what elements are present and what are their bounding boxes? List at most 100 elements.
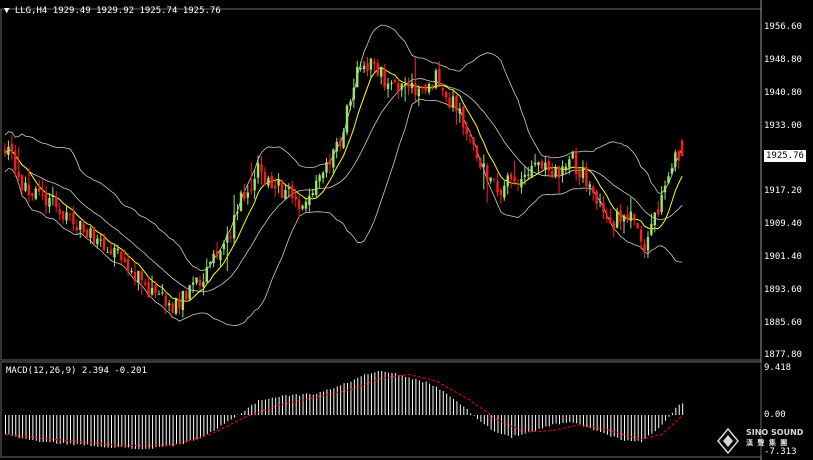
candle-body [246, 192, 250, 198]
candle [3, 143, 7, 157]
candle-body [629, 211, 633, 221]
candle-body [65, 212, 68, 221]
candle [441, 83, 444, 97]
candle [619, 204, 622, 231]
candle-body [68, 214, 72, 216]
candle [503, 181, 506, 201]
candle [308, 188, 311, 212]
candle-body [400, 83, 403, 90]
candle-body [359, 67, 362, 69]
collapse-arrow-icon[interactable]: ▼ [4, 6, 10, 16]
candle-body [441, 88, 444, 91]
candle-body [174, 297, 178, 314]
candle-body [465, 126, 468, 135]
candle [85, 227, 89, 239]
candle [622, 214, 626, 234]
candle-body [41, 194, 44, 196]
candle-body [380, 67, 383, 77]
candle-body [284, 189, 287, 200]
candle [113, 243, 116, 267]
candle [140, 268, 143, 295]
candle [513, 160, 516, 186]
macd-tick: -7.313 [764, 447, 797, 457]
candle-body [496, 181, 499, 193]
candle-body [503, 185, 506, 198]
candle [595, 189, 598, 210]
candle-body [75, 226, 79, 231]
candle-body [82, 223, 85, 233]
candle-body [120, 251, 123, 260]
candle-body [14, 150, 17, 171]
candle [506, 172, 509, 195]
candle-body [92, 226, 96, 244]
candle-body [171, 303, 174, 313]
candle-body [492, 178, 496, 180]
candle-body [619, 210, 622, 222]
candle-body [321, 172, 325, 179]
candle [174, 297, 178, 316]
candle-body [38, 188, 41, 192]
candle-body [639, 229, 643, 242]
candle [424, 83, 427, 95]
candle [106, 247, 109, 253]
candle [492, 178, 496, 183]
candle [287, 183, 291, 198]
candle-body [51, 195, 55, 198]
candle-body [222, 243, 226, 250]
candle [527, 166, 530, 179]
candle-body [578, 171, 581, 178]
price-tick: 1917.20 [764, 186, 802, 196]
candle [185, 289, 188, 302]
candle-body [335, 142, 338, 152]
candle-body [236, 211, 239, 213]
candle-body [215, 251, 219, 258]
candle [564, 163, 568, 175]
candle-body [527, 174, 530, 176]
candle [551, 162, 554, 179]
candle [243, 183, 246, 202]
candle [253, 169, 256, 200]
candle-body [455, 95, 458, 112]
candle-body [229, 236, 232, 238]
candle [544, 155, 547, 177]
candle-body [605, 215, 609, 220]
candle [315, 174, 318, 197]
candle [400, 83, 403, 97]
candle-body [612, 222, 615, 229]
candle-body [513, 176, 516, 182]
candle [574, 147, 578, 181]
candle-body [633, 213, 636, 221]
candle [24, 176, 27, 193]
candle [386, 78, 390, 98]
candle [414, 56, 417, 102]
candle-body [20, 174, 24, 191]
candle [130, 267, 133, 274]
candle-body [646, 237, 650, 251]
candle [256, 155, 260, 184]
macd-signal-line [4, 373, 683, 447]
candle-body [209, 262, 212, 265]
candle [41, 179, 44, 201]
candle [547, 155, 550, 178]
candle [236, 204, 239, 221]
candle-body [551, 170, 554, 178]
candle [523, 166, 527, 185]
candle [417, 85, 421, 107]
candle [639, 225, 643, 250]
candle [321, 171, 325, 184]
candle-body [373, 61, 376, 64]
candle [383, 63, 386, 91]
candle [75, 220, 79, 234]
candle [191, 276, 195, 294]
candle-body [626, 214, 629, 220]
candle-body [294, 196, 297, 200]
candle [209, 260, 212, 269]
candle [147, 275, 150, 299]
candle [150, 275, 154, 296]
candle-body [667, 176, 670, 184]
candle [660, 186, 663, 215]
candle-body [482, 163, 485, 167]
candle-body [205, 267, 208, 283]
candle-body [592, 186, 595, 193]
